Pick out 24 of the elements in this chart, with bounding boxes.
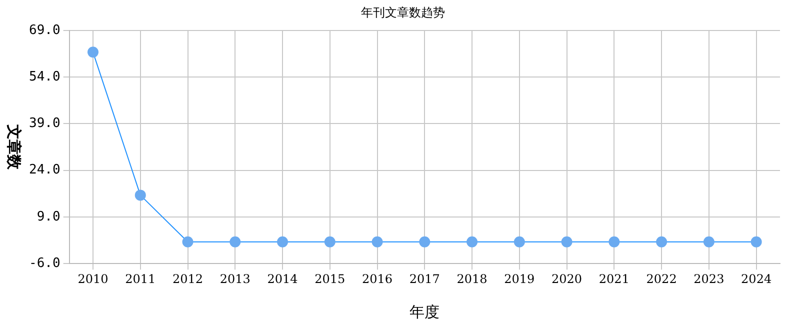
x-tick-label: 2020 — [552, 272, 582, 286]
x-tick-label: 2011 — [125, 272, 156, 286]
x-tick-label: 2022 — [646, 272, 677, 286]
y-tick-label: 69.0 — [28, 22, 60, 38]
x-tick-label: 2015 — [314, 272, 346, 286]
y-axis-title: 文章数 — [5, 124, 24, 170]
x-tick-label: 2018 — [456, 272, 488, 286]
y-tick-label: 54.0 — [28, 69, 60, 84]
x-tick-label: 2013 — [220, 272, 250, 286]
x-tick-label: 2014 — [267, 272, 298, 286]
x-axis-title: 年度 — [410, 302, 440, 321]
x-tick-label: 2021 — [598, 272, 630, 286]
y-tick-label: 9.0 — [36, 209, 60, 224]
x-tick-label: 2017 — [409, 272, 440, 286]
x-tick-label: 2023 — [694, 272, 724, 286]
x-tick-label: 2016 — [362, 272, 393, 286]
chart-title: 年刊文章数趋势 — [361, 5, 445, 20]
y-tick-label: 39.0 — [28, 116, 60, 132]
x-tick-label: 2024 — [741, 272, 772, 286]
x-tick-label: 2019 — [504, 272, 535, 286]
y-tick-label: 24.0 — [28, 162, 60, 178]
x-tick-label: 2012 — [172, 272, 204, 286]
y-tick-label: -6.0 — [28, 256, 60, 271]
x-tick-label: 2010 — [78, 272, 108, 286]
